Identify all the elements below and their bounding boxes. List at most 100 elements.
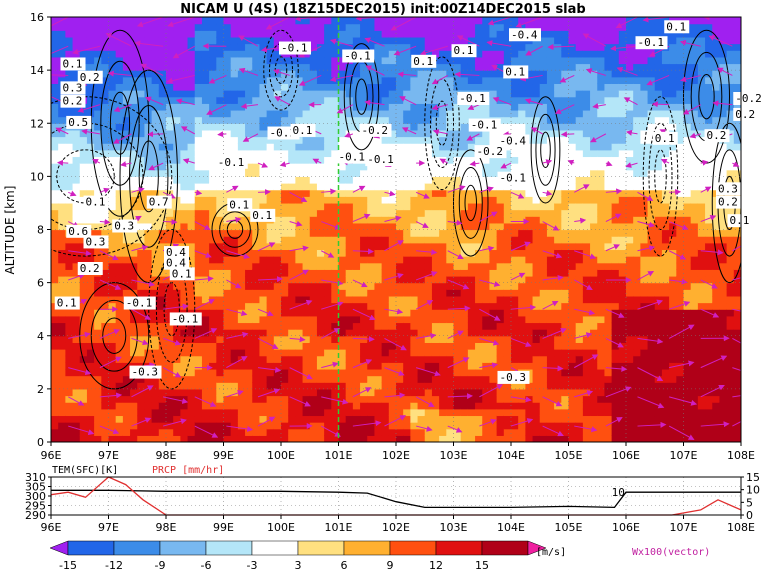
heat-cell bbox=[223, 322, 232, 330]
heat-cell bbox=[381, 415, 390, 423]
heat-cell bbox=[489, 129, 498, 138]
heat-cell bbox=[273, 329, 282, 337]
heat-cell bbox=[446, 63, 455, 71]
heat-cell bbox=[273, 315, 282, 324]
heat-cell bbox=[590, 289, 598, 297]
heat-cell bbox=[460, 23, 469, 31]
heat-cell bbox=[266, 329, 275, 337]
heat-cell bbox=[266, 335, 275, 343]
heat-cell bbox=[51, 382, 59, 390]
heat-cell bbox=[496, 76, 505, 85]
heat-cell bbox=[245, 395, 253, 403]
heat-cell bbox=[546, 36, 555, 45]
heat-cell bbox=[151, 169, 160, 177]
heat-cell bbox=[554, 335, 562, 343]
heat-cell bbox=[403, 335, 411, 343]
heat-cell bbox=[201, 43, 210, 51]
heat-cell bbox=[108, 50, 117, 58]
heat-cell bbox=[554, 176, 562, 184]
heat-cell bbox=[281, 349, 289, 357]
heat-cell bbox=[439, 262, 447, 270]
heat-cell bbox=[374, 408, 383, 417]
heat-cell bbox=[482, 302, 491, 310]
heat-cell bbox=[58, 189, 66, 197]
heat-cell bbox=[245, 295, 253, 304]
heat-cell bbox=[561, 249, 570, 257]
heat-cell bbox=[295, 415, 304, 423]
heat-cell bbox=[417, 349, 426, 357]
heat-cell bbox=[108, 36, 117, 45]
heat-cell bbox=[158, 242, 167, 251]
heat-cell bbox=[568, 395, 577, 403]
heat-cell bbox=[482, 269, 491, 277]
heat-cell bbox=[266, 136, 275, 144]
heat-cell bbox=[374, 242, 383, 251]
heat-cell bbox=[410, 402, 419, 410]
heat-cell bbox=[316, 123, 325, 131]
heat-cell bbox=[173, 202, 181, 211]
heat-cell bbox=[108, 123, 117, 131]
heat-cell bbox=[331, 309, 340, 317]
heat-cell bbox=[237, 56, 246, 65]
heat-cell bbox=[345, 202, 354, 211]
heat-cell bbox=[439, 402, 447, 410]
heat-cell bbox=[388, 136, 397, 144]
heat-cell bbox=[223, 415, 232, 423]
heat-cell bbox=[137, 349, 146, 357]
heat-cell bbox=[467, 143, 476, 151]
heat-cell bbox=[144, 83, 153, 91]
heat-cell bbox=[374, 23, 383, 31]
heat-cell bbox=[108, 17, 117, 25]
heat-cell bbox=[230, 395, 239, 403]
heat-cell bbox=[209, 196, 217, 204]
heat-cell bbox=[180, 103, 189, 111]
heat-cell bbox=[489, 70, 498, 78]
heat-cell bbox=[439, 23, 447, 31]
heat-cell bbox=[230, 23, 239, 31]
heat-cell bbox=[467, 209, 476, 217]
heat-cell bbox=[266, 269, 275, 277]
heat-cell bbox=[482, 322, 491, 330]
heat-cell bbox=[345, 428, 354, 436]
heat-cell bbox=[446, 23, 455, 31]
heat-cell bbox=[309, 136, 318, 144]
heat-cell bbox=[122, 395, 131, 403]
heat-cell bbox=[539, 368, 548, 377]
heat-cell bbox=[568, 76, 577, 85]
heat-cell bbox=[230, 289, 239, 297]
heat-cell bbox=[604, 196, 613, 204]
heat-cell bbox=[453, 63, 462, 71]
heat-cell bbox=[173, 375, 181, 383]
heat-cell bbox=[575, 236, 584, 244]
heat-cell bbox=[554, 202, 562, 211]
heat-cell bbox=[173, 209, 181, 217]
heat-cell bbox=[288, 382, 296, 390]
heat-cell bbox=[489, 269, 498, 277]
heat-cell bbox=[309, 116, 318, 124]
heat-cell bbox=[525, 262, 534, 270]
heat-cell bbox=[51, 289, 59, 297]
heat-cell bbox=[302, 388, 311, 397]
heat-cell bbox=[245, 123, 253, 131]
heat-cell bbox=[273, 176, 282, 184]
heat-cell bbox=[575, 362, 584, 370]
heat-cell bbox=[94, 183, 102, 191]
heat-cell bbox=[439, 368, 447, 377]
heat-cell bbox=[518, 289, 526, 297]
heat-cell bbox=[417, 435, 426, 442]
heat-cell bbox=[187, 382, 196, 390]
heat-cell bbox=[65, 136, 74, 144]
heat-cell bbox=[72, 289, 81, 297]
heat-cell bbox=[511, 196, 519, 204]
heat-cell bbox=[316, 90, 325, 98]
heat-cell bbox=[525, 183, 534, 191]
heat-cell bbox=[130, 202, 138, 211]
heat-cell bbox=[230, 103, 239, 111]
heat-cell bbox=[324, 275, 332, 284]
heat-cell bbox=[475, 282, 483, 290]
heat-cell bbox=[532, 415, 541, 423]
heat-cell bbox=[288, 335, 296, 343]
heat-cell bbox=[201, 36, 210, 45]
heat-cell bbox=[352, 176, 361, 184]
heat-cell bbox=[388, 90, 397, 98]
